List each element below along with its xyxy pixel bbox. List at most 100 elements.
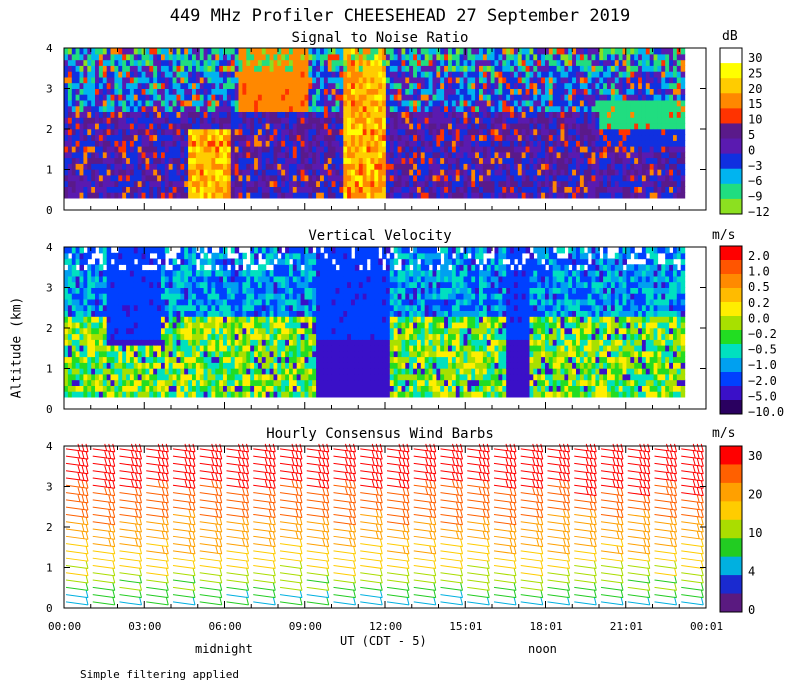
heatmap-cell — [463, 134, 468, 141]
heatmap-cell — [106, 117, 112, 124]
heatmap-cell — [242, 88, 247, 95]
heatmap-cell — [83, 270, 88, 277]
heatmap-cell — [583, 48, 589, 55]
heatmap-cell — [417, 151, 422, 159]
heatmap-cell — [79, 88, 84, 95]
heatmap-cell — [486, 151, 492, 159]
heatmap-cell — [599, 111, 604, 118]
heatmap-cell — [195, 192, 201, 199]
heatmap-cell — [261, 128, 267, 136]
heatmap-cell — [110, 281, 115, 288]
heatmap-cell — [188, 304, 193, 311]
heatmap-cell — [219, 99, 224, 107]
heatmap-cell — [595, 174, 600, 182]
heatmap-cell — [320, 128, 325, 136]
heatmap-cell — [265, 76, 271, 84]
heatmap-cell — [541, 174, 546, 182]
heatmap-cell — [374, 169, 379, 176]
heatmap-cell — [327, 157, 333, 164]
heatmap-cell — [459, 48, 465, 55]
heatmap-cell — [482, 157, 488, 164]
heatmap-cell — [370, 192, 375, 199]
heatmap-cell — [145, 252, 150, 260]
heatmap-cell — [199, 105, 205, 112]
heatmap-cell — [382, 134, 387, 141]
heatmap-cell — [521, 186, 527, 193]
heatmap-cell — [649, 53, 655, 61]
heatmap-cell — [87, 65, 92, 72]
heatmap-cell — [335, 157, 340, 164]
heatmap-cell — [358, 192, 364, 199]
heatmap-cell — [610, 111, 616, 118]
heatmap-cell — [428, 76, 434, 84]
heatmap-cell — [87, 71, 92, 78]
heatmap-cell — [172, 373, 178, 381]
heatmap-cell — [428, 111, 434, 118]
heatmap-cell — [320, 94, 325, 101]
heatmap-cell — [219, 88, 224, 95]
heatmap-cell — [254, 65, 259, 72]
heatmap-cell — [525, 88, 531, 95]
heatmap-cell — [343, 59, 348, 66]
heatmap-cell — [665, 122, 670, 130]
heatmap-cell — [312, 186, 317, 193]
heatmap-cell — [556, 76, 562, 84]
heatmap-cell — [320, 99, 325, 107]
heatmap-cell — [424, 65, 430, 72]
heatmap-cell — [102, 105, 108, 112]
heatmap-cell — [614, 59, 620, 66]
heatmap-cell — [579, 157, 585, 164]
heatmap-cell — [579, 146, 585, 153]
heatmap-cell — [71, 192, 77, 199]
heatmap-cell — [304, 151, 309, 159]
heatmap-cell — [630, 122, 635, 130]
heatmap-cell — [525, 105, 531, 112]
heatmap-cell — [587, 140, 593, 147]
heatmap-cell — [219, 134, 224, 141]
heatmap-cell — [374, 128, 379, 136]
heatmap-cell — [141, 368, 147, 375]
heatmap-cell — [510, 140, 515, 147]
heatmap-cell — [192, 157, 197, 164]
heatmap-cell — [475, 65, 480, 72]
heatmap-cell — [661, 99, 666, 107]
heatmap-cell — [420, 151, 426, 159]
heatmap-cell — [525, 82, 531, 89]
heatmap-cell — [475, 186, 480, 193]
heatmap-cell — [374, 180, 379, 187]
heatmap-cell — [71, 122, 77, 130]
heatmap-cell — [207, 157, 212, 164]
heatmap-cell — [83, 134, 88, 141]
heatmap-cell — [343, 94, 348, 101]
heatmap-cell — [552, 82, 558, 89]
heatmap-cell — [548, 186, 554, 193]
heatmap-cell — [149, 122, 154, 130]
heatmap-cell — [669, 65, 674, 72]
heatmap-cell — [207, 59, 212, 66]
heatmap-cell — [673, 180, 678, 187]
heatmap-cell — [265, 105, 271, 112]
heatmap-cell — [622, 53, 627, 61]
heatmap-cell — [645, 163, 651, 170]
heatmap-cell — [595, 180, 600, 187]
heatmap-cell — [215, 157, 220, 164]
heatmap-cell — [281, 59, 286, 66]
heatmap-cell — [440, 134, 445, 141]
heatmap-cell — [673, 71, 678, 78]
heatmap-cell — [102, 356, 108, 363]
heatmap-cell — [517, 88, 523, 95]
heatmap-cell — [467, 117, 472, 124]
heatmap-cell — [141, 379, 147, 386]
heatmap-cell — [126, 345, 131, 352]
heatmap-cell — [75, 174, 81, 182]
heatmap-cell — [153, 99, 158, 107]
heatmap-cell — [579, 163, 585, 170]
heatmap-cell — [316, 76, 321, 84]
heatmap-cell — [354, 59, 360, 66]
heatmap-cell — [133, 350, 139, 358]
heatmap-cell — [494, 186, 499, 193]
heatmap-cell — [680, 82, 686, 89]
heatmap-cell — [347, 192, 352, 199]
heatmap-cell — [281, 192, 286, 199]
heatmap-cell — [157, 82, 162, 89]
